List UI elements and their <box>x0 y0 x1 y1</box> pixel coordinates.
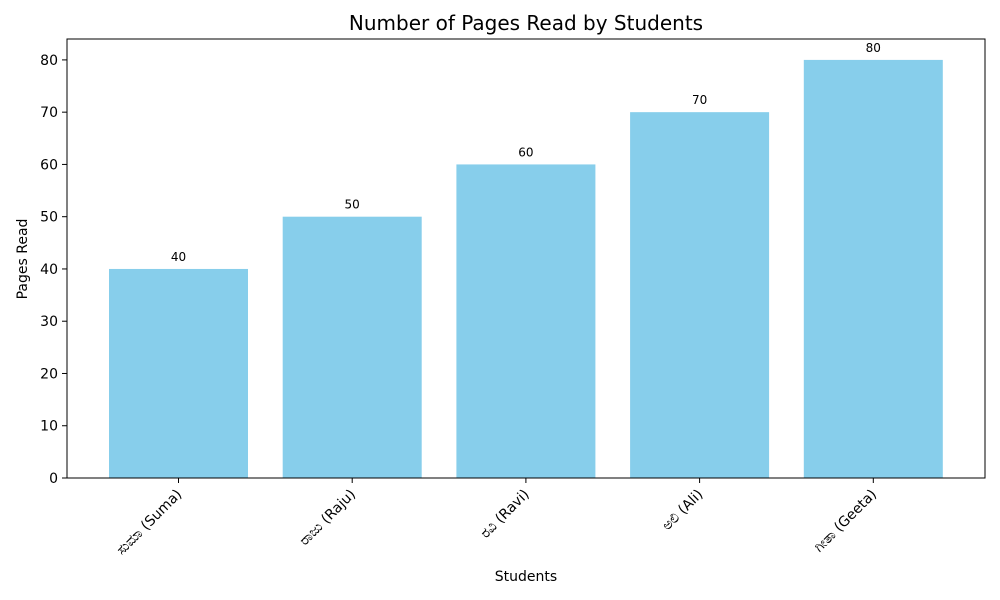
bar <box>282 216 422 478</box>
bar <box>630 112 770 479</box>
x-tick-label: ಅಲಿ (Ali) <box>659 487 706 534</box>
x-tick-label: ಗೀತಾ (Geeta) <box>811 487 880 556</box>
bar <box>803 59 943 479</box>
bar-value-label: 80 <box>866 41 881 55</box>
bar-value-label: 50 <box>345 198 360 212</box>
bar <box>109 268 248 478</box>
y-tick-label: 60 <box>40 157 58 173</box>
y-tick-label: 10 <box>40 419 58 435</box>
data-labels-group: 40 50 60 70 80 <box>171 41 881 264</box>
chart-title: Number of Pages Read by Students <box>349 11 703 35</box>
y-axis-label: Pages Read <box>15 219 31 300</box>
bars-group <box>109 59 943 479</box>
y-tick-label: 70 <box>40 105 58 121</box>
y-tick-label: 80 <box>40 53 58 69</box>
y-axis-ticks: 0 10 20 30 40 50 60 70 80 <box>40 53 67 487</box>
bar-value-label: 60 <box>518 145 533 159</box>
bar-value-label: 40 <box>171 250 186 264</box>
y-tick-label: 40 <box>40 262 58 278</box>
bar <box>456 164 596 478</box>
y-tick-label: 50 <box>40 210 58 226</box>
y-tick-label: 0 <box>49 471 58 487</box>
x-tick-label: ಸುಮಾ (Suma) <box>114 487 186 559</box>
x-axis-label: Students <box>495 569 557 585</box>
x-tick-label: ರಾಜು (Raju) <box>297 487 359 549</box>
y-tick-label: 30 <box>40 314 58 330</box>
x-tick-label: ರವಿ (Ravi) <box>478 487 533 542</box>
y-tick-label: 20 <box>40 366 58 382</box>
x-axis-ticks: ಸುಮಾ (Suma) ರಾಜು (Raju) ರವಿ (Ravi) ಅಲಿ (Ali… <box>114 478 880 559</box>
bar-value-label: 70 <box>692 93 707 107</box>
